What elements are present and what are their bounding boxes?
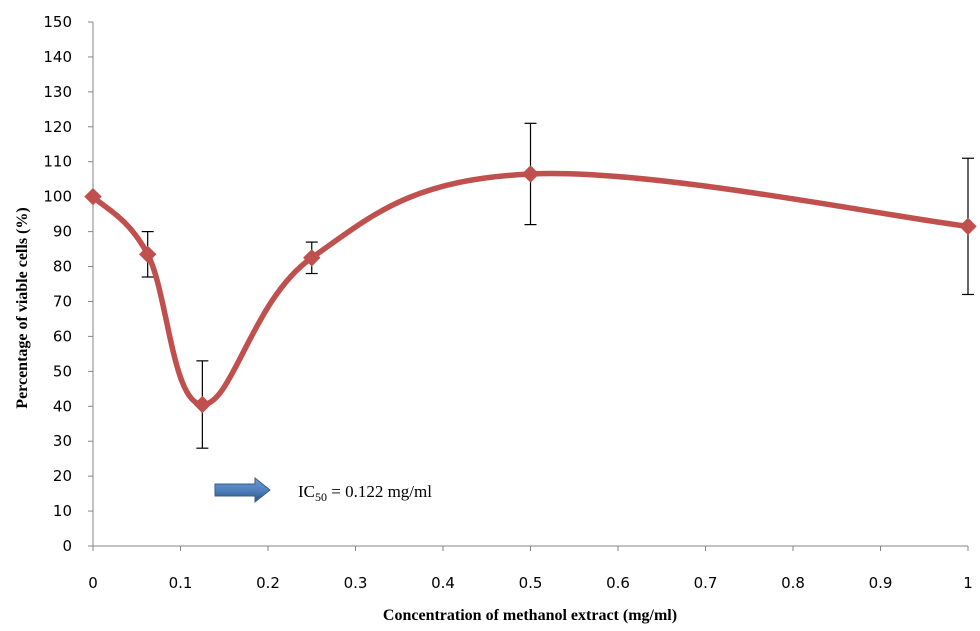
data-point (193, 395, 212, 414)
ic50-value: = 0.122 mg/ml (327, 482, 432, 501)
ic50-subscript: 50 (315, 490, 327, 504)
y-tick-label: 90 (53, 223, 72, 241)
x-tick-label: 0.8 (781, 574, 805, 592)
ticks: 0 0.1 0.2 0.3 0.4 0.5 0.6 0.7 0.8 0.9 101020304050… (43, 13, 972, 592)
x-tick-label: 0.2 (256, 574, 280, 592)
data-point (303, 249, 321, 267)
data-point (959, 217, 977, 236)
y-tick-label: 40 (53, 397, 72, 415)
y-tick-label: 60 (53, 327, 72, 345)
y-tick-label: 10 (53, 502, 72, 520)
data-point (84, 187, 102, 206)
x-tick-label: 0.9 (869, 574, 893, 592)
y-tick-label: 120 (43, 118, 72, 136)
x-axis-title: Concentration of methanol extract (mg/ml… (383, 607, 677, 624)
x-tick-label: 0.3 (344, 574, 368, 592)
x-tick-label: 0 (88, 574, 98, 592)
y-axis-title: Percentage of viable cells (%) (14, 207, 31, 408)
y-tick-label: 0 (62, 537, 72, 555)
series (84, 165, 977, 414)
x-tick-label: 1 (963, 574, 973, 592)
x-tick-label: 0.1 (169, 574, 193, 592)
y-tick-label: 50 (53, 362, 72, 380)
y-tick-label: 110 (43, 153, 72, 171)
x-tick-label: 0.4 (431, 574, 455, 592)
x-tick-label: 0.7 (694, 574, 718, 592)
y-tick-label: 80 (53, 258, 72, 276)
ic50-annotation: IC50 = 0.122 mg/ml (214, 476, 432, 504)
y-tick-label: 100 (43, 188, 72, 206)
data-point (521, 165, 540, 183)
x-tick-label: 0.6 (606, 574, 630, 592)
axes (92, 22, 968, 547)
y-tick-label: 150 (43, 13, 72, 31)
y-tick-label: 70 (53, 292, 72, 310)
y-tick-label: 20 (53, 467, 72, 485)
y-tick-label: 130 (43, 83, 72, 101)
y-tick-label: 30 (53, 432, 72, 450)
data-point (138, 245, 157, 264)
x-tick-label: 0.5 (519, 574, 543, 592)
ic50-label: IC50 = 0.122 mg/ml (298, 482, 432, 504)
arrow-right-icon (214, 476, 271, 504)
series-line (90, 170, 971, 408)
y-tick-label: 140 (43, 48, 72, 66)
ic50-prefix: IC (298, 482, 315, 501)
